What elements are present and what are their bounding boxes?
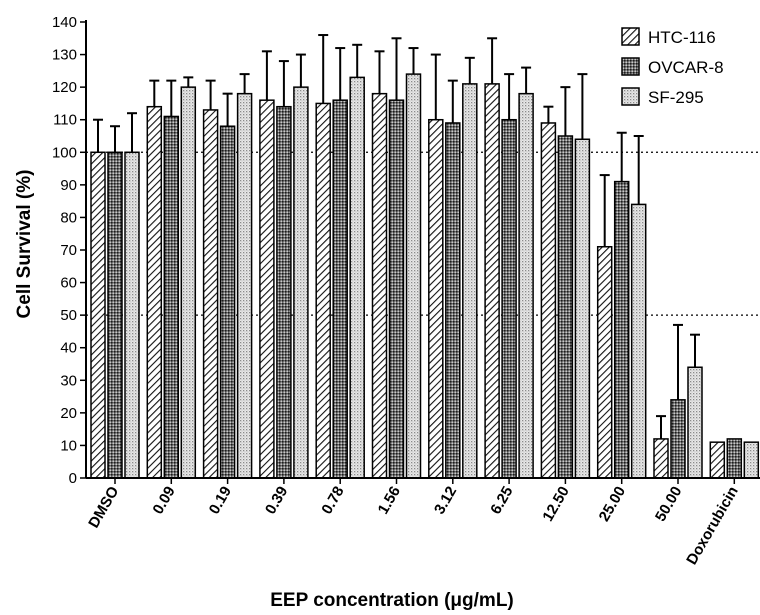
bar-sf-295 <box>293 86 309 479</box>
x-axis: DMSO 0.09 0.19 0.39 0.78 1.56 3.12 6.25 12.50 25.… <box>85 477 760 568</box>
y-tick-label: 120 <box>52 79 77 96</box>
y-tick-label: 10 <box>60 437 77 454</box>
y-tick-label: 80 <box>60 209 77 226</box>
bar-sf-295 <box>630 203 647 479</box>
x-tick-label: 25.00 <box>596 484 629 525</box>
y-tick-label: 140 <box>52 14 77 31</box>
legend-label: SF-295 <box>648 88 704 107</box>
bar-sf-295 <box>124 151 140 479</box>
y-tick-label: 0 <box>69 470 77 487</box>
reference-lines <box>86 151 760 316</box>
y-tick-label: 60 <box>60 275 77 292</box>
bar-ovcar-8 <box>670 399 686 479</box>
bars <box>90 73 760 479</box>
bar-htc-116 <box>315 102 331 479</box>
x-tick-label: 12.50 <box>539 484 572 525</box>
y-tick-label: 90 <box>60 177 77 194</box>
bar-htc-116 <box>202 109 219 479</box>
y-tick-label: 20 <box>60 405 77 422</box>
y-tick-label: 30 <box>60 372 77 389</box>
bar-htc-116 <box>540 122 557 479</box>
bar-ovcar-8 <box>332 99 348 479</box>
legend-swatch <box>621 57 640 76</box>
x-tick-label: 50.00 <box>652 484 685 525</box>
x-tick-label: 0.78 <box>318 484 347 518</box>
bar-ovcar-8 <box>726 438 743 479</box>
bar-htc-116 <box>428 118 444 479</box>
bar-ovcar-8 <box>107 151 123 479</box>
x-tick-label: 6.25 <box>487 484 516 518</box>
bar-ovcar-8 <box>276 105 292 479</box>
bar-htc-116 <box>90 151 106 479</box>
bar-htc-116 <box>653 438 669 479</box>
legend-swatch <box>621 87 640 106</box>
x-tick-label: 0.19 <box>206 484 235 518</box>
bar-htc-116 <box>371 92 388 479</box>
legend-label: HTC-116 <box>648 28 716 47</box>
bar-ovcar-8 <box>163 115 180 479</box>
y-axis-title: Cell Survival (%) <box>14 170 35 319</box>
bar-ovcar-8 <box>613 180 630 479</box>
bar-sf-295 <box>349 76 365 479</box>
bar-sf-295 <box>518 92 534 479</box>
bar-sf-295 <box>405 73 422 479</box>
legend-label: OVCAR-8 <box>648 58 724 77</box>
bar-sf-295 <box>687 366 703 479</box>
y-tick-label: 110 <box>53 112 77 129</box>
bar-sf-295 <box>743 441 760 479</box>
bar-ovcar-8 <box>388 99 405 479</box>
y-tick-label: 40 <box>60 340 77 357</box>
bar-ovcar-8 <box>445 122 461 479</box>
y-tick-label: 130 <box>52 47 77 64</box>
legend: HTC-116 OVCAR-8 SF-295 <box>621 27 724 107</box>
bar-htc-116 <box>259 99 275 479</box>
y-tick-label: 50 <box>60 307 77 324</box>
x-tick-label: Doxorubicin <box>683 484 741 568</box>
legend-swatch <box>621 27 640 46</box>
bar-htc-116 <box>709 441 726 479</box>
bar-htc-116 <box>596 245 613 479</box>
bar-ovcar-8 <box>219 125 236 479</box>
x-tick-label: DMSO <box>85 483 122 531</box>
x-tick-label: 1.56 <box>375 484 404 518</box>
bar-sf-295 <box>462 83 478 479</box>
x-axis-title: EEP concentration (μg/mL) <box>270 590 514 611</box>
bar-htc-116 <box>484 83 500 479</box>
bar-ovcar-8 <box>557 135 574 479</box>
x-tick-label: 0.39 <box>262 484 291 518</box>
bar-sf-295 <box>180 86 197 479</box>
bar-htc-116 <box>146 105 163 479</box>
y-tick-label: 100 <box>52 144 77 161</box>
error-bars <box>93 34 700 439</box>
x-tick-label: 0.09 <box>149 484 178 518</box>
x-tick-label: 3.12 <box>431 484 460 518</box>
bar-sf-295 <box>236 92 253 479</box>
bar-ovcar-8 <box>501 118 517 479</box>
y-axis: 0 10 20 30 40 50 60 70 80 90 100 110 120 130 140 <box>52 14 87 487</box>
bar-sf-295 <box>574 138 591 479</box>
y-tick-label: 70 <box>60 242 77 259</box>
